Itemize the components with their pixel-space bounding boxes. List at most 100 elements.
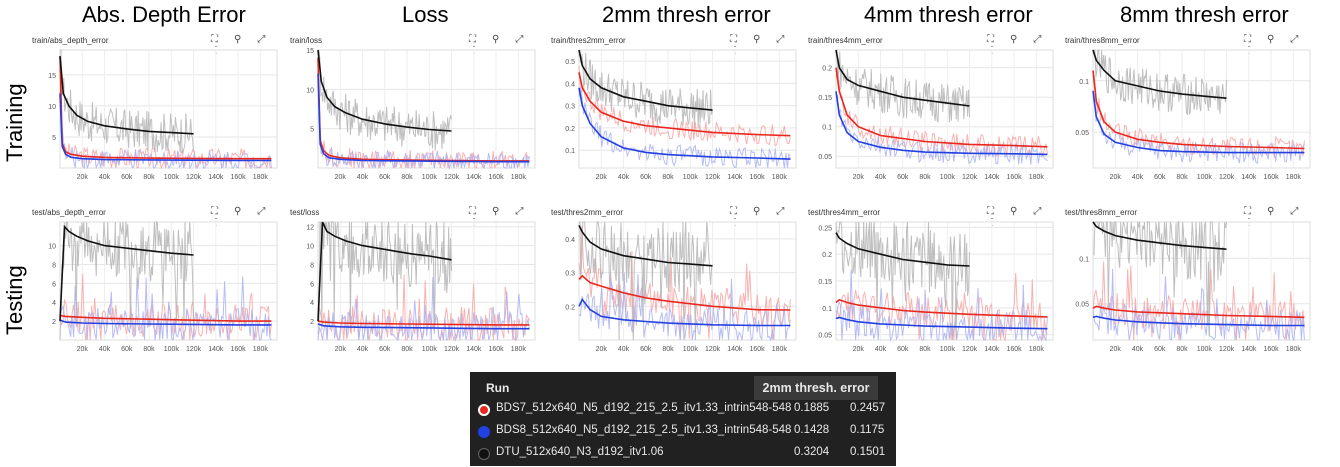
chart-tag-label: test/thres8mm_error xyxy=(1065,208,1138,217)
legend-row[interactable]: BDS7_512x640_N5_d192_215_2.5_itv1.33_int… xyxy=(476,400,890,422)
chart-panel[interactable]: train/thres2mm_error⛶⚲⤢⋮0.10.20.30.40.52… xyxy=(549,34,804,186)
plot-area xyxy=(317,49,536,169)
x-tick-label: 100k xyxy=(683,346,699,353)
y-tick-label: 0.05 xyxy=(818,333,832,340)
fullscreen-icon[interactable]: ⤢ xyxy=(257,206,266,217)
y-tick-label: 0.1 xyxy=(822,306,832,313)
x-tick-label: 60k xyxy=(640,346,652,353)
chart-panel[interactable]: train/abs_depth_error⛶⚲⤢⋮5101520k40k60k8… xyxy=(30,34,285,186)
pin-icon[interactable]: ⚲ xyxy=(1267,34,1275,45)
black-series-line xyxy=(835,232,970,267)
chart-tag-label: train/thres2mm_error xyxy=(551,36,626,45)
legend-header: Run xyxy=(486,381,510,395)
x-tick-label: 40k xyxy=(99,174,111,181)
chart-panel[interactable]: train/thres8mm_error⛶⚲⤢⋮0.050.120k40k60k… xyxy=(1063,34,1318,186)
x-tick-label: 120k xyxy=(186,174,202,181)
pin-icon[interactable]: ⚲ xyxy=(492,206,500,217)
fit-domain-icon[interactable]: ⛶ xyxy=(987,34,994,45)
fit-domain-icon[interactable]: ⛶ xyxy=(1244,34,1251,45)
legend-row[interactable]: DTU_512x640_N3_d192_itv1.06 0.3204 0.150… xyxy=(476,444,890,466)
x-tick-label: 140k xyxy=(984,174,1000,181)
plot-area xyxy=(317,221,536,341)
x-tick-label: 100k xyxy=(683,174,699,181)
x-tick-label: 180k xyxy=(772,174,788,181)
pin-icon[interactable]: ⚲ xyxy=(234,206,242,217)
y-tick-label: 10 xyxy=(306,244,314,251)
raw-series-line xyxy=(835,68,1048,157)
chart-panel[interactable]: test/abs_depth_error⛶⚲⤢⋮24681020k40k60k8… xyxy=(30,206,285,358)
x-tick-label: 80k xyxy=(919,174,931,181)
fit-domain-icon[interactable]: ⛶ xyxy=(987,206,994,217)
x-tick-label: 60k xyxy=(897,174,909,181)
fullscreen-icon[interactable]: ⤢ xyxy=(1033,206,1042,217)
y-tick-label: 0.05 xyxy=(1075,302,1089,309)
fullscreen-icon[interactable]: ⤢ xyxy=(1290,206,1299,217)
fullscreen-icon[interactable]: ⤢ xyxy=(257,34,266,45)
fullscreen-icon[interactable]: ⤢ xyxy=(515,34,524,45)
fullscreen-icon[interactable]: ⤢ xyxy=(515,206,524,217)
y-tick-label: 2 xyxy=(310,319,314,326)
fit-domain-icon[interactable]: ⛶ xyxy=(1244,206,1251,217)
y-tick-label: 0.3 xyxy=(565,271,575,278)
y-tick-label: 10 xyxy=(48,104,56,111)
x-tick-label: 40k xyxy=(1132,174,1144,181)
pin-icon[interactable]: ⚲ xyxy=(753,206,761,217)
chart-tag-label: test/thres4mm_error xyxy=(808,208,881,217)
fullscreen-icon[interactable]: ⤢ xyxy=(1290,34,1299,45)
chart-panel[interactable]: test/loss⛶⚲⤢⋮2468101220k40k60k80k100k120… xyxy=(288,206,543,358)
legend-row[interactable]: BDS8_512x640_N5_d192_215_2.5_itv1.33_int… xyxy=(476,422,890,444)
fit-domain-icon[interactable]: ⛶ xyxy=(211,206,218,217)
y-tick-label: 0.05 xyxy=(818,154,832,161)
y-tick-label: 0.1 xyxy=(565,148,575,155)
blue-series-line xyxy=(1092,90,1305,154)
y-tick-label: 6 xyxy=(52,281,56,288)
x-tick-label: 160k xyxy=(230,346,246,353)
chart-panel[interactable]: train/loss⛶⚲⤢⋮5101520k40k60k80k100k120k1… xyxy=(288,34,543,186)
x-tick-label: 160k xyxy=(488,346,504,353)
pin-icon[interactable]: ⚲ xyxy=(492,34,500,45)
chart-panel[interactable]: test/thres2mm_error⛶⚲⤢⋮0.20.30.420k40k60… xyxy=(549,206,804,358)
x-tick-label: 80k xyxy=(401,346,413,353)
chart-svg: 0.05 0.1 0.15 0.2 20k 40k 60k 80k 100k 120k 140k 16… xyxy=(818,49,1054,181)
chart-panel[interactable]: test/thres8mm_error⛶⚲⤢⋮0.050.120k40k60k8… xyxy=(1063,206,1318,358)
x-tick-label: 60k xyxy=(1154,174,1166,181)
pin-icon[interactable]: ⚲ xyxy=(1267,206,1275,217)
chart-panel[interactable]: test/thres4mm_error⛶⚲⤢⋮0.050.10.150.20.2… xyxy=(806,206,1061,358)
x-tick-label: 60k xyxy=(121,174,133,181)
y-tick-label: 0.3 xyxy=(565,104,575,111)
fullscreen-icon[interactable]: ⤢ xyxy=(776,34,785,45)
blue-series-line xyxy=(835,316,1048,330)
fullscreen-icon[interactable]: ⤢ xyxy=(776,206,785,217)
plot-area xyxy=(835,49,1054,169)
fit-domain-icon[interactable]: ⛶ xyxy=(211,34,218,45)
chart-svg: 5 10 15 20k 40k 60k 80k 100k 120k 140k 160k 180k xyxy=(48,49,278,181)
x-tick-label: 100k xyxy=(1197,346,1213,353)
x-tick-label: 40k xyxy=(357,346,369,353)
x-tick-label: 180k xyxy=(511,174,527,181)
legend-panel: Run 2mm thresh. error BDS7_512x640_N5_d1… xyxy=(470,372,896,466)
pin-icon[interactable]: ⚲ xyxy=(1010,206,1018,217)
fit-domain-icon[interactable]: ⛶ xyxy=(469,34,476,45)
pin-icon[interactable]: ⚲ xyxy=(234,34,242,45)
x-tick-label: 120k xyxy=(705,346,721,353)
fit-domain-icon[interactable]: ⛶ xyxy=(730,206,737,217)
run-name: BDS7_512x640_N5_d192_215_2.5_itv1.33_int… xyxy=(496,402,792,414)
fit-domain-icon[interactable]: ⛶ xyxy=(730,34,737,45)
y-tick-label: 0.4 xyxy=(565,237,575,244)
chart-panel[interactable]: train/thres4mm_error⛶⚲⤢⋮0.050.10.150.220… xyxy=(806,34,1061,186)
fullscreen-icon[interactable]: ⤢ xyxy=(1033,34,1042,45)
fit-domain-icon[interactable]: ⛶ xyxy=(469,206,476,217)
col-title-abs-depth: Abs. Depth Error xyxy=(82,2,246,27)
red-series-line xyxy=(578,274,791,311)
pin-icon[interactable]: ⚲ xyxy=(753,34,761,45)
col-title-4mm: 4mm thresh error xyxy=(864,2,1033,27)
x-tick-label: 160k xyxy=(749,174,765,181)
y-tick-label: 5 xyxy=(310,127,314,134)
y-tick-label: 0.2 xyxy=(565,304,575,311)
col-title-2mm: 2mm thresh error xyxy=(602,2,771,27)
pin-icon[interactable]: ⚲ xyxy=(1010,34,1018,45)
run-value-2: 0.2457 xyxy=(850,402,886,414)
x-tick-label: 80k xyxy=(662,346,674,353)
chart-tag-label: train/loss xyxy=(290,36,323,45)
blue-series-line xyxy=(578,87,791,160)
